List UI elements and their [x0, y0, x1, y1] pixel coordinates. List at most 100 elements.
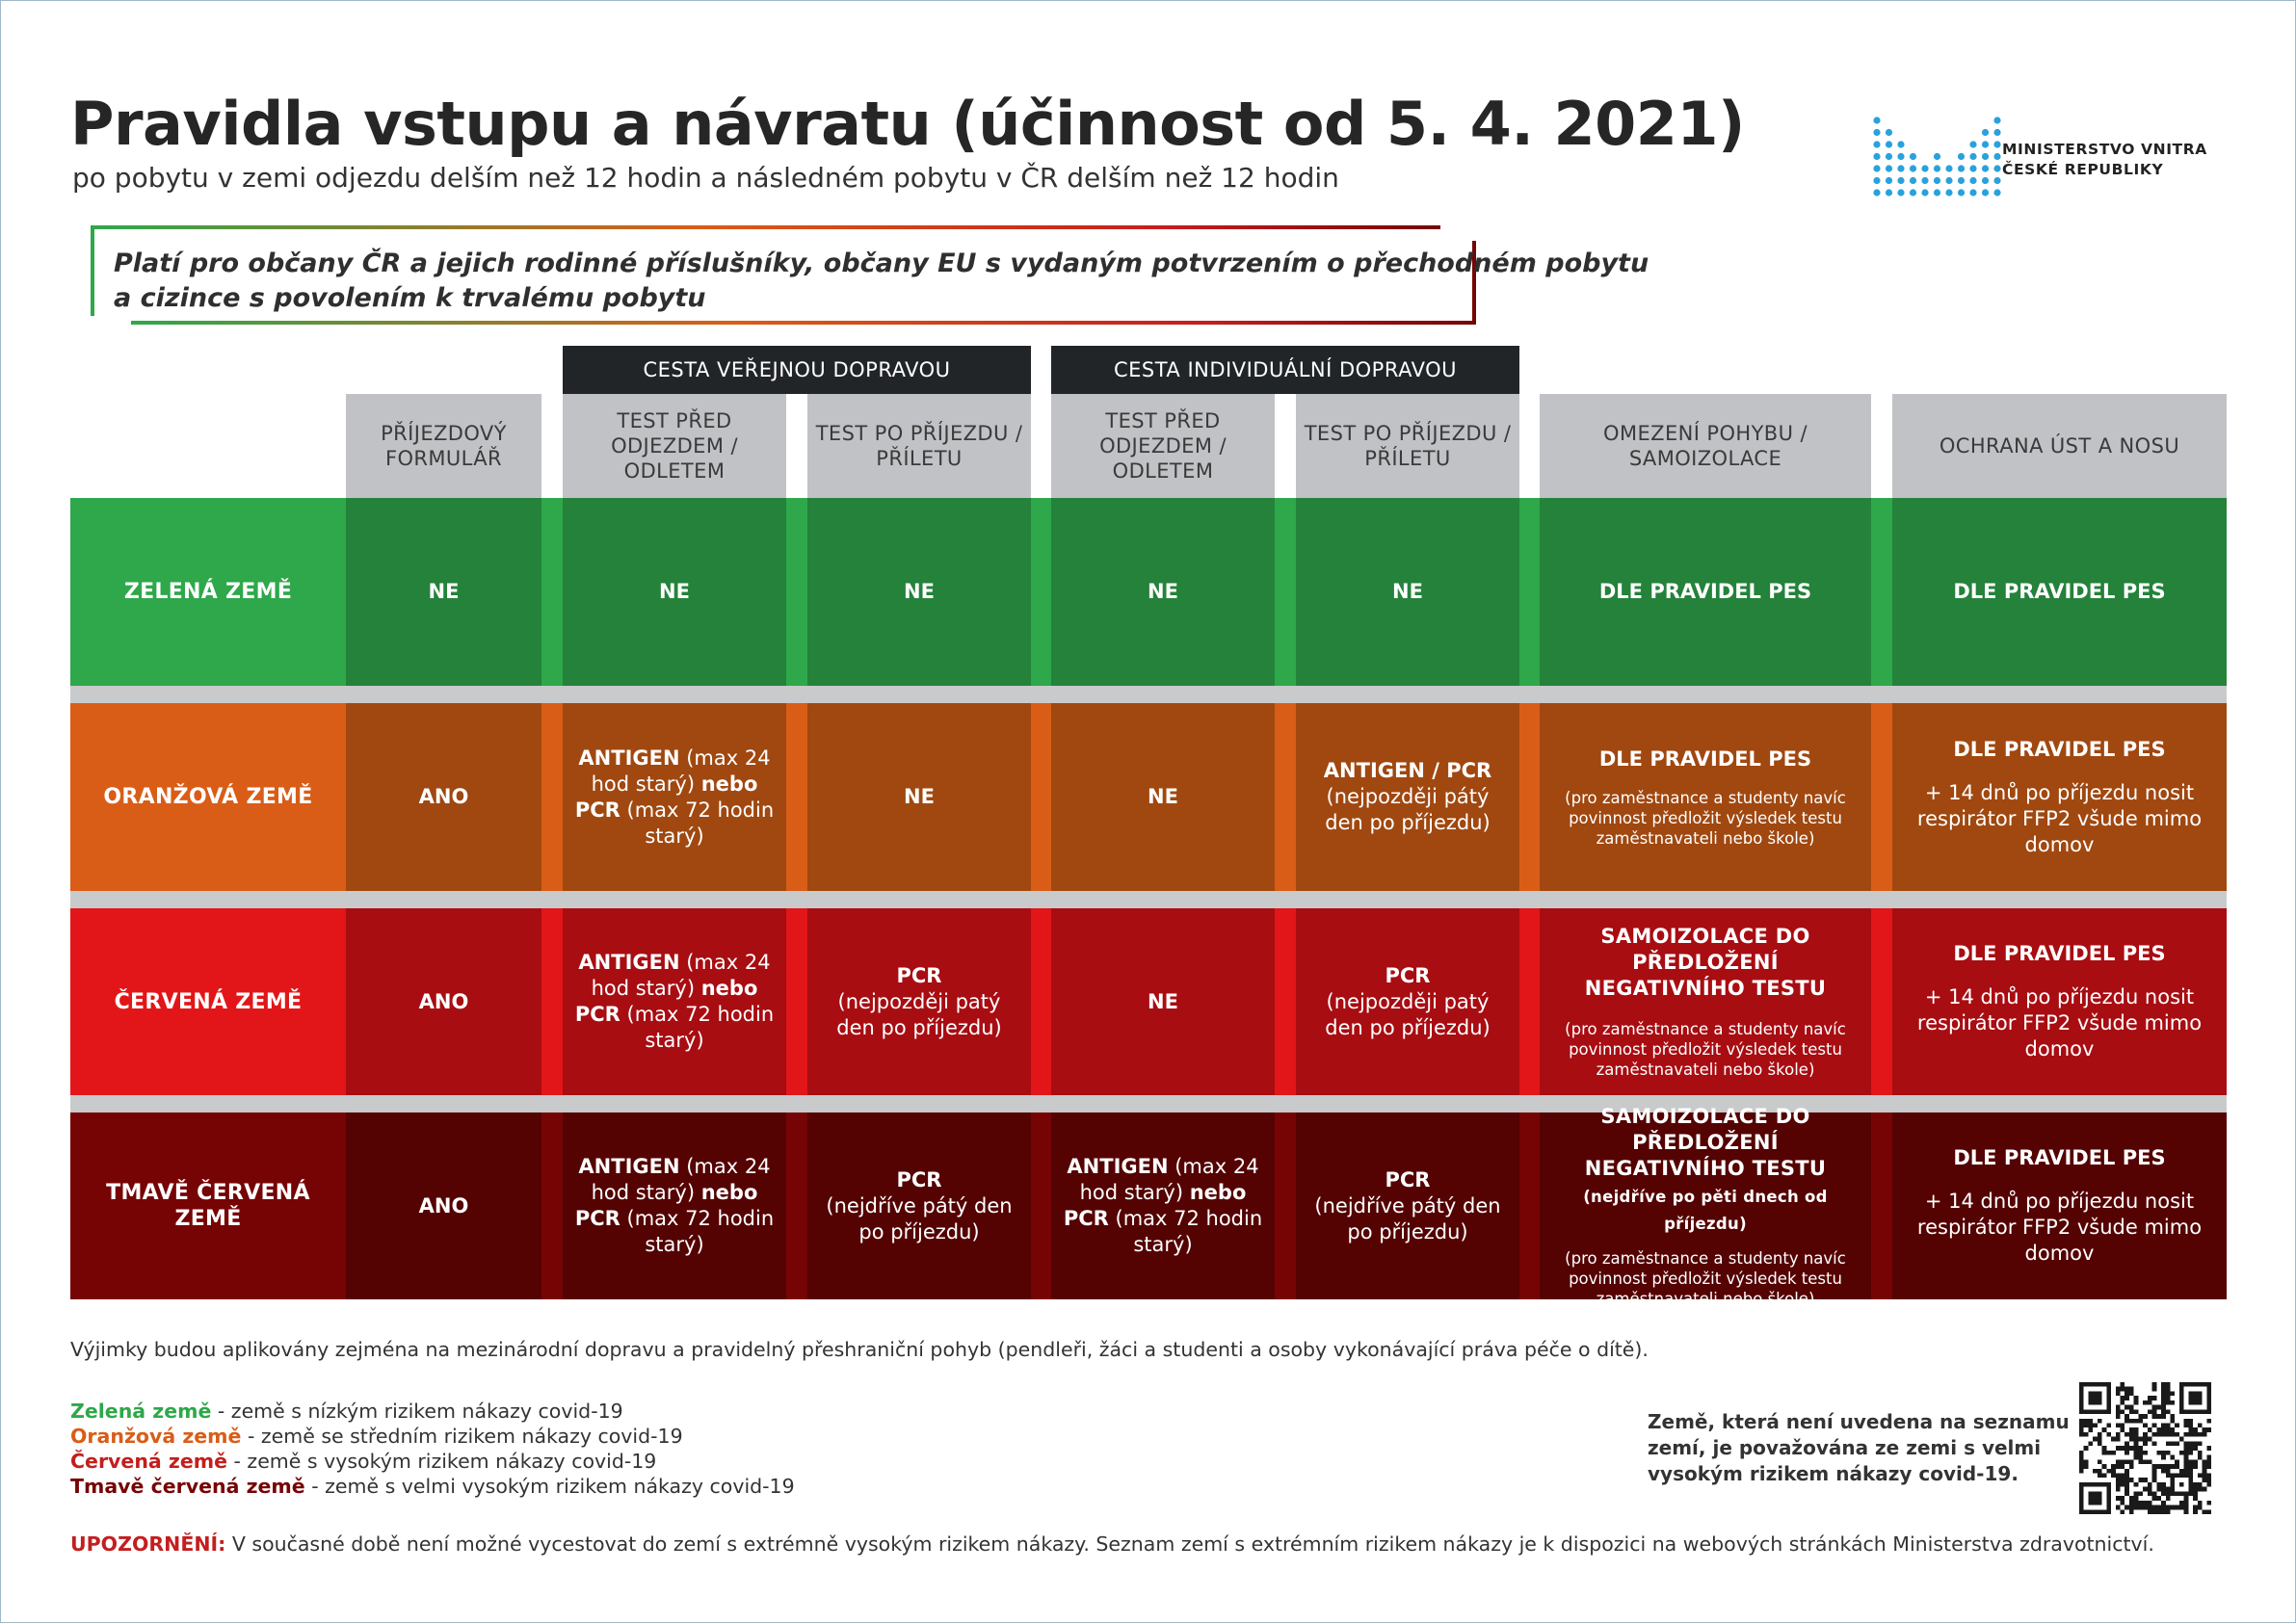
cell-text-normal: (max 24 hod starý) [1079, 1155, 1259, 1204]
qr-module [2202, 1509, 2207, 1514]
legend-text: - země se středním rizikem nákazy covid-… [241, 1425, 683, 1448]
qr-module [2115, 1391, 2121, 1397]
logo-dot [1921, 189, 1929, 196]
qr-module [2178, 1505, 2184, 1510]
note-frame [91, 225, 1476, 325]
qr-module [2128, 1404, 2134, 1410]
qr-module [2097, 1441, 2102, 1447]
qr-module [2124, 1418, 2129, 1424]
qr-module [2178, 1436, 2184, 1442]
qr-module [2165, 1400, 2171, 1405]
qr-module [2147, 1427, 2152, 1432]
logo-dot [1969, 152, 1977, 161]
qr-module [2188, 1441, 2194, 1447]
qr-module [2124, 1491, 2129, 1497]
qr-module [2183, 1500, 2189, 1505]
qr-module [2165, 1450, 2171, 1455]
qr-module [2151, 1468, 2157, 1474]
qr-module [2206, 1473, 2211, 1479]
col-public-test-before: TEST PŘED ODJEZDEM / ODLETEM [563, 394, 786, 498]
qr-module [2170, 1391, 2176, 1397]
qr-module [2147, 1409, 2152, 1415]
qr-module [2165, 1505, 2171, 1510]
qr-module [2197, 1441, 2203, 1447]
cell-text-small: (pro zaměstnance a studenty navíc povinn… [1565, 1248, 1846, 1308]
qr-module [2093, 1468, 2098, 1474]
qr-module [2133, 1505, 2139, 1510]
legend-name: Zelená země [70, 1400, 212, 1423]
qr-module [2120, 1446, 2125, 1451]
qr-module [2188, 1427, 2194, 1432]
qr-module [2147, 1436, 2152, 1442]
qr-module [2183, 1418, 2189, 1424]
qr-module [2115, 1486, 2121, 1492]
qr-module [2106, 1423, 2112, 1428]
qr-module [2165, 1396, 2171, 1400]
qr-module [2193, 1427, 2198, 1432]
cell-text-bold-small: (nejdříve po pěti dnech od příjezdu) [1583, 1187, 1828, 1233]
qr-module [2183, 1509, 2189, 1514]
qr-module [2151, 1478, 2157, 1482]
qr-module [2083, 1459, 2089, 1465]
cell-text-normal: (nejpozději pátý den po příjezdu) [1325, 785, 1491, 834]
logo-dot [1969, 141, 1977, 148]
qr-module [2124, 1391, 2129, 1397]
cell-text-normal: (max 24 hod starý) [591, 951, 771, 1000]
logo-dot [1945, 189, 1953, 196]
cell-red-mask: DLE PRAVIDEL PES + 14 dnů po příjezdu no… [1892, 908, 2227, 1095]
qr-module [2111, 1450, 2116, 1455]
legend-item-red: Červená země - země s vysokým rizikem ná… [70, 1449, 795, 1474]
qr-module [2128, 1391, 2134, 1397]
qr-module [2151, 1409, 2157, 1415]
qr-module [2156, 1481, 2162, 1487]
qr-module [2133, 1481, 2139, 1487]
logo-dot [1933, 189, 1941, 196]
qr-module [2161, 1491, 2166, 1497]
qr-module [2106, 1468, 2112, 1474]
legend: Zelená země - země s nízkým rizikem náka… [70, 1399, 795, 1499]
qr-module [2115, 1386, 2121, 1392]
qr-module [2183, 1450, 2189, 1455]
qr-module [2133, 1409, 2139, 1415]
row-separator [70, 686, 2227, 703]
group-public-transport: CESTA VEŘEJNOU DOPRAVOU [563, 346, 1031, 394]
logo-dot [1945, 176, 1953, 185]
qr-module [2120, 1478, 2125, 1482]
qr-module [2202, 1431, 2207, 1437]
logo-dot [1993, 128, 2001, 137]
qr-module [2151, 1496, 2157, 1501]
qr-module [2124, 1441, 2129, 1447]
cell-text-bold: nebo PCR [1063, 1181, 1247, 1230]
cell-red-pub-after: PCR (nejpozději patý den po příjezdu) [807, 908, 1031, 1095]
qr-module [2170, 1505, 2176, 1510]
qr-module [2115, 1496, 2121, 1501]
qr-module [2138, 1446, 2144, 1451]
qr-module [2193, 1509, 2198, 1514]
col-individual-test-after: TEST PO PŘÍJEZDU / PŘÍLETU [1296, 394, 1519, 498]
qr-module [2161, 1423, 2166, 1428]
qr-module [2147, 1500, 2152, 1505]
cell-text-normal: (nejpozději patý den po příjezdu) [836, 989, 1002, 1039]
qr-module [2120, 1409, 2125, 1415]
qr-module [2143, 1423, 2148, 1428]
qr-module [2206, 1454, 2211, 1460]
qr-module [2097, 1431, 2102, 1437]
qr-module [2138, 1450, 2144, 1455]
qr-module [2193, 1464, 2198, 1469]
logo-dot [1909, 176, 1917, 185]
cell-orange-pub-before: ANTIGEN (max 24 hod starý) nebo PCR (max… [563, 703, 786, 891]
qr-module [2183, 1496, 2189, 1501]
qr-code-icon[interactable] [2079, 1382, 2211, 1514]
qr-module [2165, 1382, 2171, 1387]
qr-module [2124, 1386, 2129, 1392]
qr-module [2156, 1450, 2162, 1455]
qr-module [2115, 1464, 2121, 1469]
qr-module [2151, 1423, 2157, 1428]
qr-module [2202, 1473, 2207, 1479]
qr-module [2165, 1391, 2171, 1397]
qr-module [2156, 1414, 2162, 1419]
cell-red-pub-before: ANTIGEN (max 24 hod starý) nebo PCR (max… [563, 908, 786, 1095]
qr-module [2206, 1427, 2211, 1432]
qr-module [2124, 1486, 2129, 1492]
qr-module [2161, 1454, 2166, 1460]
